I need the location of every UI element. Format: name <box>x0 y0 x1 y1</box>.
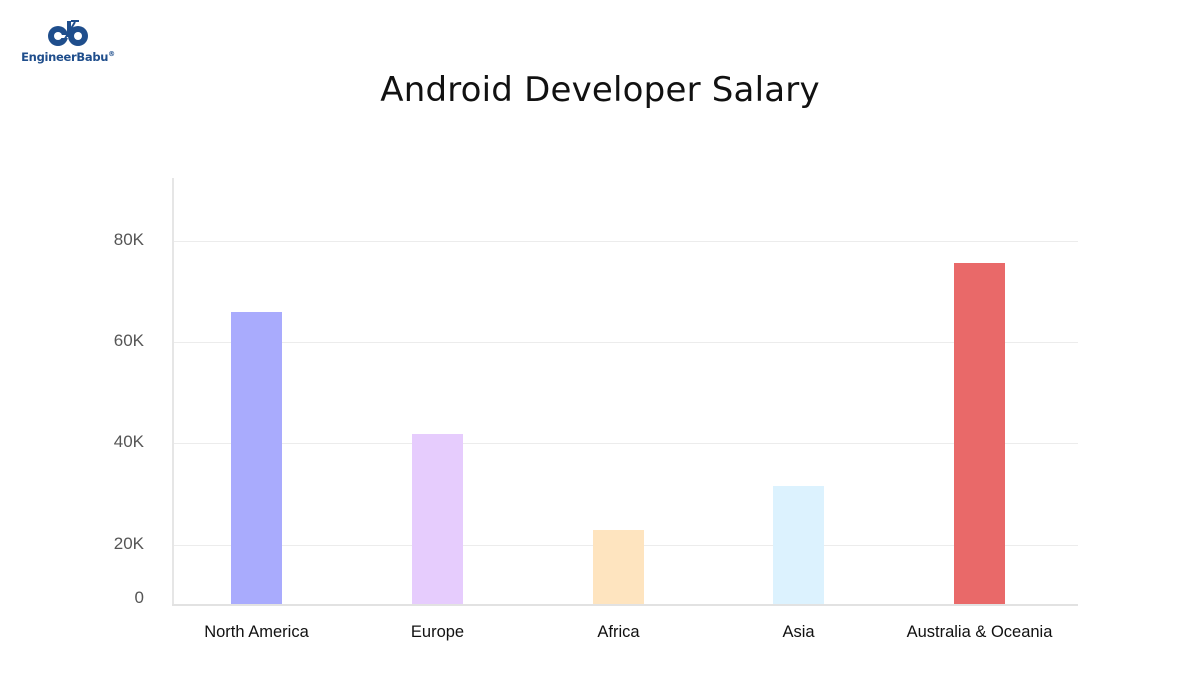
x-tick-label: North America <box>204 623 309 641</box>
bar-africa[interactable] <box>593 530 644 604</box>
chart-title: Android Developer Salary <box>380 70 820 110</box>
brand-name: EngineerBabu® <box>21 50 115 64</box>
x-axis-line <box>172 604 1078 606</box>
bar-australia-oceania[interactable] <box>954 263 1005 604</box>
x-tick-label: Australia & Oceania <box>906 623 1053 641</box>
x-tick-label: Europe <box>410 623 465 641</box>
gridline-80k <box>174 241 1078 242</box>
brand-logo: EngineerBabu® <box>18 18 118 64</box>
bar-north-america[interactable] <box>231 312 282 604</box>
gridline-60k <box>174 342 1078 343</box>
bar-asia[interactable] <box>773 486 824 604</box>
gridline-40k <box>174 443 1078 444</box>
y-axis-line <box>172 178 174 606</box>
x-tick-label: Asia <box>782 623 815 641</box>
y-tick-label: 20K <box>113 534 144 553</box>
y-tick-label: 80K <box>113 230 144 249</box>
y-tick-label: 0 <box>134 588 144 607</box>
y-tick-label: 40K <box>113 432 144 451</box>
x-tick-label: Africa <box>597 623 640 641</box>
engineerbabu-logo-icon <box>48 20 88 46</box>
y-tick-label: 60K <box>113 331 144 350</box>
bar-europe[interactable] <box>412 434 463 604</box>
